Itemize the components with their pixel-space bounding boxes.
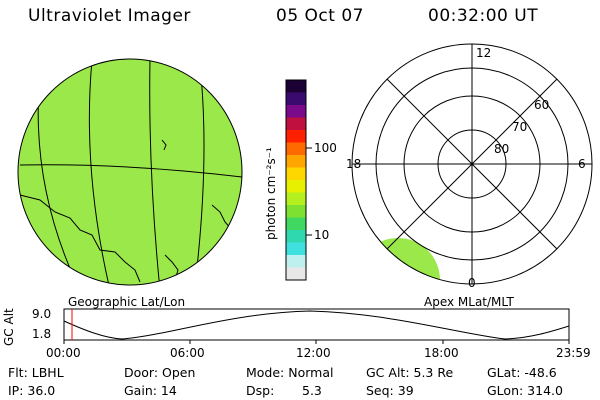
- colorbar-tick-100: 100: [314, 141, 337, 155]
- altitude-axis-label: GC Alt: [2, 308, 16, 346]
- altitude-tick-1-8: 1.8: [32, 327, 52, 341]
- dsp-label: Dsp:: [246, 383, 275, 398]
- polar-grid: [351, 43, 593, 285]
- time-tick-1800: 18:00: [424, 346, 459, 360]
- geo-projection-label: Geographic Lat/Lon: [68, 295, 186, 309]
- colorbar-band: [286, 167, 306, 181]
- colorbar-band: [286, 217, 306, 231]
- colorbar-band: [286, 267, 306, 281]
- time-tick-1200: 12:00: [296, 346, 331, 360]
- mlt-label-6: 6: [578, 157, 586, 171]
- colorbar-band: [286, 242, 306, 256]
- colorbar-band: [286, 155, 306, 168]
- colorbar-band: [286, 192, 306, 206]
- colorbar-tick-10: 10: [314, 228, 330, 242]
- ip-info: IP: 36.0: [8, 383, 56, 398]
- mode-info: Mode: Normal: [246, 365, 334, 380]
- lat-label-80: 80: [494, 142, 510, 156]
- mlt-label-12: 12: [476, 46, 492, 60]
- glon-info: GLon: 314.0: [487, 383, 563, 398]
- mlt-label-18: 18: [346, 157, 362, 171]
- instrument-title: Ultraviolet Imager: [28, 6, 191, 26]
- lat-label-70: 70: [512, 120, 528, 134]
- time-label: 00:32:00 UT: [428, 6, 539, 26]
- colorbar-band: [286, 130, 306, 143]
- dsp-value: 5.3: [302, 383, 322, 398]
- colorbar-band: [286, 92, 306, 106]
- time-tick-0600: 06:00: [170, 346, 205, 360]
- filter-info: Flt: LBHL: [8, 365, 64, 380]
- door-info: Door: Open: [124, 365, 196, 380]
- time-tick-2359: 23:59: [556, 346, 591, 360]
- colorbar-band: [286, 80, 306, 93]
- gc-alt-info: GC Alt: 5.3 Re: [366, 365, 454, 380]
- colorbar-band: [286, 142, 306, 156]
- date-label: 05 Oct 07: [276, 6, 364, 26]
- mlt-label-0: 0: [468, 276, 476, 290]
- colorbar-band: [286, 230, 306, 243]
- geo-disk: [18, 59, 242, 285]
- seq-info: Seq: 39: [366, 383, 414, 398]
- altitude-tick-9: 9.0: [32, 307, 52, 321]
- colorbar-band: [286, 180, 306, 193]
- colorbar-band: [286, 255, 306, 268]
- time-tick-0000: 00:00: [46, 346, 81, 360]
- polar-projection-label: Apex MLat/MLT: [424, 295, 514, 309]
- colorbar-band: [286, 117, 306, 131]
- gain-info: Gain: 14: [124, 383, 177, 398]
- colorbar-band: [286, 205, 306, 218]
- glat-info: GLat: -48.6: [487, 365, 557, 380]
- lat-label-60: 60: [534, 98, 550, 112]
- colorbar-bands: [286, 80, 306, 281]
- colorbar-band: [286, 105, 306, 118]
- altitude-curve: [63, 310, 570, 340]
